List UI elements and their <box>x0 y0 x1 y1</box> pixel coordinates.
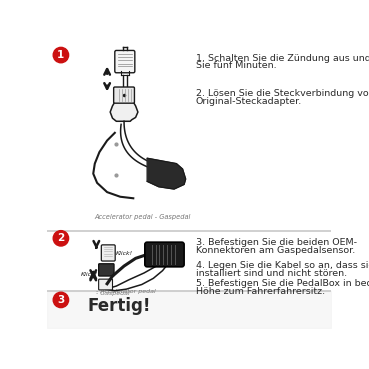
Text: Fertig!: Fertig! <box>87 297 151 315</box>
FancyBboxPatch shape <box>115 51 135 73</box>
Text: Höhe zum Fahrerfahrersitz.: Höhe zum Fahrerfahrersitz. <box>196 287 325 296</box>
Text: 2. Lösen Sie die Steckverbindung vom: 2. Lösen Sie die Steckverbindung vom <box>196 89 369 98</box>
Text: 3. Befestigen Sie die beiden OEM-: 3. Befestigen Sie die beiden OEM- <box>196 238 357 247</box>
Text: Original-Steckadapter.: Original-Steckadapter. <box>196 97 302 106</box>
Circle shape <box>53 47 69 63</box>
FancyBboxPatch shape <box>99 264 114 276</box>
Polygon shape <box>110 102 138 121</box>
Text: - Accelerator pedal: - Accelerator pedal <box>96 289 155 294</box>
Text: 4. Legen Sie die Kabel so an, dass sie fest: 4. Legen Sie die Kabel so an, dass sie f… <box>196 261 369 270</box>
FancyBboxPatch shape <box>114 87 134 103</box>
Text: Konnektoren am Gaspedalsensor.: Konnektoren am Gaspedalsensor. <box>196 246 355 255</box>
Text: Klick!: Klick! <box>115 251 133 256</box>
FancyBboxPatch shape <box>99 279 113 290</box>
Text: 5. Befestigen Sie die PedalBox in bequemer: 5. Befestigen Sie die PedalBox in bequem… <box>196 279 369 288</box>
Text: Sie fünf Minuten.: Sie fünf Minuten. <box>196 61 276 70</box>
FancyBboxPatch shape <box>145 242 184 267</box>
Text: installiert sind und nicht stören.: installiert sind und nicht stören. <box>196 269 347 278</box>
Text: 1. Schalten Sie die Zündung aus und warten: 1. Schalten Sie die Zündung aus und wart… <box>196 54 369 62</box>
Circle shape <box>53 292 69 308</box>
Polygon shape <box>147 158 186 189</box>
Text: - Gaspedal: - Gaspedal <box>96 292 129 296</box>
Text: 2: 2 <box>57 233 65 243</box>
Text: 3: 3 <box>57 295 65 305</box>
Text: Accelerator pedal - Gaspedal: Accelerator pedal - Gaspedal <box>95 214 191 220</box>
Text: Klick!: Klick! <box>81 272 98 277</box>
FancyBboxPatch shape <box>101 245 115 261</box>
Text: 1: 1 <box>57 50 65 60</box>
Circle shape <box>53 231 69 246</box>
